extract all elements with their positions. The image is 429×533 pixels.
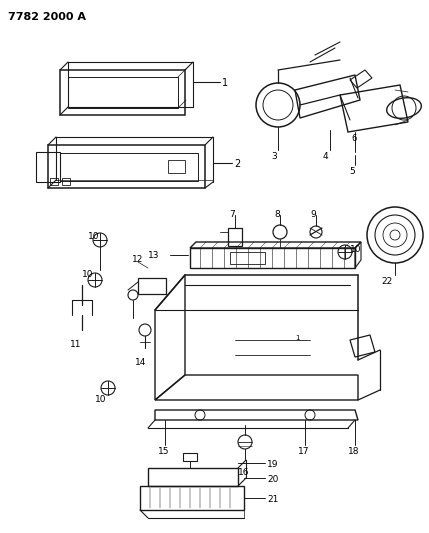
Text: 8: 8 [274,210,280,219]
Text: 4: 4 [323,152,329,161]
Text: 7782 2000 A: 7782 2000 A [8,12,86,22]
Text: 15: 15 [158,447,169,456]
Bar [230,252,265,264]
Bar [183,453,197,461]
Text: 18: 18 [348,447,360,456]
Text: 14: 14 [135,358,146,367]
Text: 19: 19 [267,460,278,469]
Text: 22: 22 [381,277,392,286]
Text: 1: 1 [295,335,299,341]
Text: 12: 12 [132,255,143,264]
Text: 6: 6 [351,134,356,143]
Bar [138,278,166,294]
Text: 11: 11 [70,340,82,349]
Bar [62,178,70,185]
Text: 5: 5 [349,167,355,176]
Text: 13: 13 [148,251,160,260]
Text: 3: 3 [271,152,277,161]
Text: 10: 10 [88,232,100,241]
Text: 10: 10 [350,245,362,254]
Text: 10: 10 [95,395,106,404]
Bar [50,178,58,185]
Text: 2: 2 [234,159,240,169]
Text: 10: 10 [82,270,94,279]
Text: 1: 1 [222,78,228,88]
Text: 9: 9 [310,210,316,219]
Text: 16: 16 [238,468,250,477]
Text: 17: 17 [298,447,309,456]
Bar [228,228,242,246]
Text: 20: 20 [267,475,278,484]
Text: 7: 7 [229,210,235,219]
Text: 21: 21 [267,495,278,504]
